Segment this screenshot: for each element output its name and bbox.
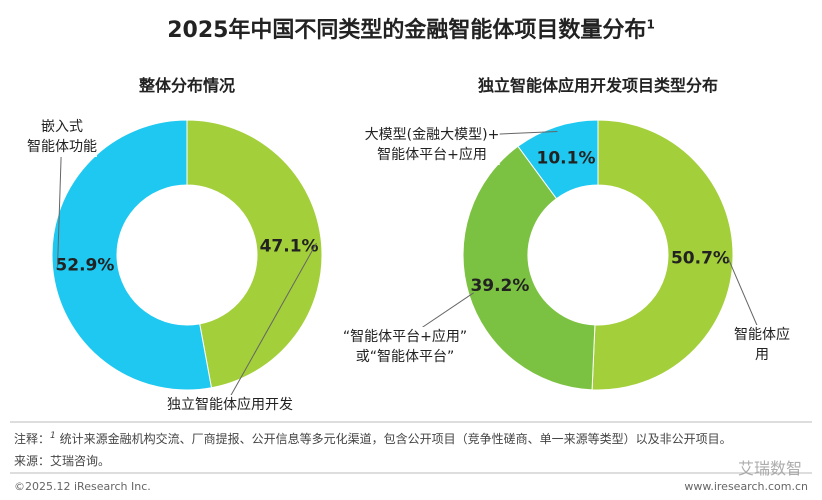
leader-line — [727, 257, 763, 338]
donut-slice — [51, 119, 213, 391]
value-label: 10.1% — [537, 149, 596, 169]
value-label: 52.9% — [55, 255, 114, 275]
category-label: 嵌入式 智能体功能 — [27, 117, 97, 157]
donut-slice — [186, 119, 323, 389]
category-label: 智能体应用 — [732, 325, 792, 365]
title-note: 1 — [646, 17, 655, 32]
note-mark: 1 — [50, 431, 56, 441]
donut-slice — [517, 119, 599, 200]
donut-slice — [591, 119, 734, 391]
note-line: 注释：1 统计来源金融机构交流、厂商提报、公开信息等多元化渠道，包含公开项目（竞… — [14, 430, 732, 447]
source: 来源：艾瑞咨询。 — [14, 454, 111, 468]
chart-subtitle: 整体分布情况 — [138, 76, 235, 95]
leader-line — [229, 242, 317, 398]
category-label: 独立智能体应用开发 — [167, 395, 293, 415]
copyright: ©2025.12 iResearch Inc. — [14, 480, 151, 493]
title: 2025年中国不同类型的金融智能体项目数量分布 — [167, 18, 647, 43]
note: 统计来源金融机构交流、厂商提报、公开信息等多元化渠道，包含公开项目（竞争性磋商、… — [59, 432, 732, 446]
value-label: 47.1% — [260, 237, 319, 257]
watermark: 艾瑞数智 — [737, 459, 802, 478]
value-label: 39.2% — [470, 276, 529, 296]
title-wrap: 2025年中国不同类型的金融智能体项目数量分布1 — [0, 12, 822, 44]
note-label: 注释： — [14, 432, 51, 446]
category-label: “智能体平台+应用” 或“智能体平台” — [342, 327, 468, 367]
value-label: 50.7% — [671, 248, 730, 268]
donut-slice — [462, 145, 596, 391]
website: www.iresearch.com.cn — [684, 480, 808, 493]
chart-subtitle: 独立智能体应用开发项目类型分布 — [477, 76, 718, 95]
category-label: 大模型(金融大模型)+ 智能体平台+应用 — [364, 125, 500, 165]
